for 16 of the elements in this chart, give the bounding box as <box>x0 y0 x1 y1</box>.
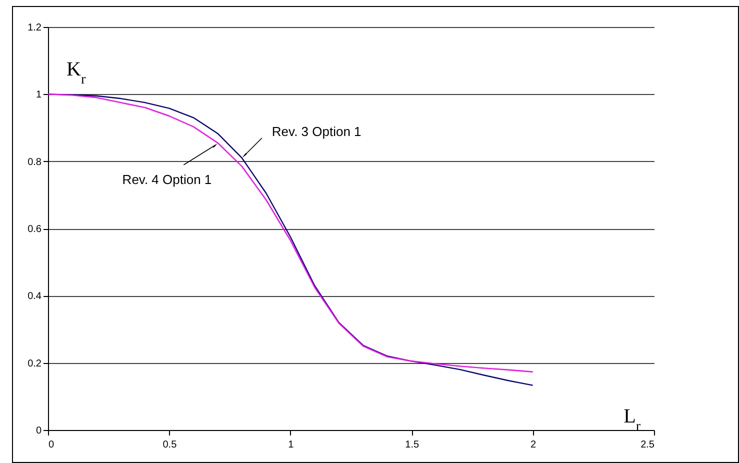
x-tick-label: 0 <box>48 440 54 450</box>
y-tick-label: 0.4 <box>28 291 42 302</box>
y-tick-label: 1.2 <box>28 22 42 34</box>
y-tick-label: 0.2 <box>28 358 42 370</box>
y-tick-label: 0 <box>36 426 42 436</box>
x-tick-label: 1 <box>288 440 294 450</box>
series-label: Rev. 4 Option 1 <box>122 172 212 187</box>
x-tick-label: 0.5 <box>162 440 178 450</box>
x-tick-label: 1.5 <box>405 440 420 450</box>
y-tick-label: 0.6 <box>28 224 42 235</box>
x-tick-label: 2.5 <box>640 440 655 450</box>
text: Rev. 3 Option 1 <box>272 124 362 139</box>
x-tick-label: 2 <box>530 440 537 450</box>
y-tick-label: 1 <box>36 90 42 101</box>
y-axis-title: K$_{r}$ <box>66 58 86 87</box>
y-tick-label: 0.8 <box>28 156 42 168</box>
